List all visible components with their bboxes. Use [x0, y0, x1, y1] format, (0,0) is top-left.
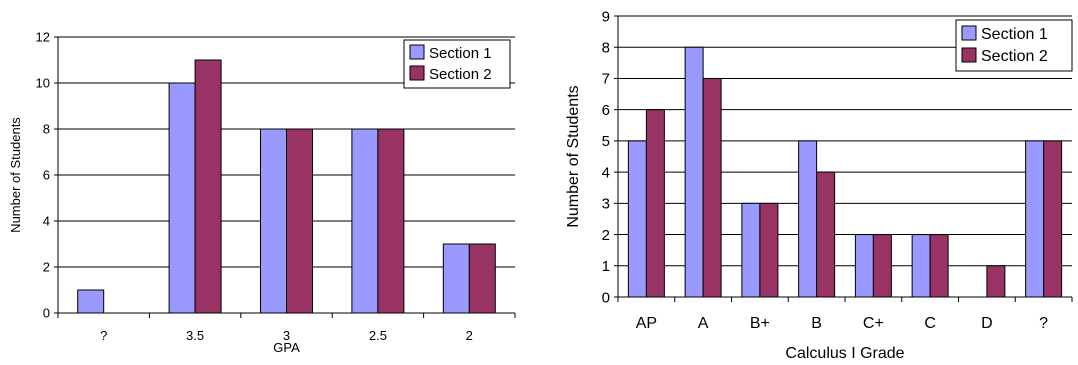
- x-axis-title: Calculus I Grade: [785, 345, 904, 362]
- y-tick-label: 12: [36, 30, 50, 45]
- y-tick-label: 4: [43, 214, 50, 229]
- legend-swatch: [961, 25, 977, 41]
- bar-section-1: [77, 289, 105, 314]
- legend-swatch: [409, 65, 425, 81]
- legend-label: Section 1: [981, 26, 1048, 43]
- x-tick-label: B+: [750, 315, 770, 332]
- y-tick-label: 8: [602, 39, 610, 56]
- bar-section-2: [1043, 140, 1063, 298]
- y-tick-label: 2: [43, 260, 50, 275]
- x-tick-label: C: [924, 315, 936, 332]
- bar-section-1: [168, 82, 196, 314]
- y-tick-label: 6: [602, 102, 610, 119]
- bar-section-2: [645, 109, 665, 298]
- x-tick-label: C+: [863, 315, 884, 332]
- gpa-chart: 0 2 4 6 8 10 12? 3.5 3 2.5 2 GPA Number of Students S…: [0, 0, 520, 365]
- bar-section-1: [911, 234, 931, 298]
- bar-section-2: [816, 171, 836, 298]
- x-tick-label: 2.5: [369, 328, 387, 343]
- x-tick-label: 3: [283, 328, 290, 343]
- y-tick-label: 1: [602, 258, 610, 275]
- y-tick-label: 0: [602, 289, 610, 306]
- bar-section-2: [986, 265, 1006, 298]
- bar-section-2: [377, 128, 405, 314]
- bar-section-1: [351, 128, 379, 314]
- bar-section-1: [1025, 140, 1045, 298]
- y-axis-title: Number of Students: [8, 117, 23, 233]
- y-tick-label: 3: [602, 196, 610, 213]
- bar-section-1: [798, 140, 818, 298]
- bar-section-1: [684, 46, 704, 298]
- bar-section-1: [627, 140, 647, 298]
- calculus-grade-chart-svg: 0 1 2 3 4 5 6 7 8 9 AP A B+ B C+ C D ? Calculus I Grade Num…: [565, 8, 1073, 362]
- bar-section-1: [442, 243, 470, 314]
- bar-section-2: [759, 202, 779, 298]
- x-axis-title: GPA: [273, 340, 300, 355]
- x-tick-label: A: [698, 315, 709, 332]
- bar-section-2: [286, 128, 313, 314]
- y-tick-label: 6: [43, 168, 50, 183]
- calculus-grade-chart: 0 1 2 3 4 5 6 7 8 9 AP A B+ B C+ C D? Calculus I Grade Num…: [540, 0, 1078, 365]
- x-tick-label: 2: [466, 328, 473, 343]
- bar-section-2: [872, 234, 892, 298]
- x-tick-label: ?: [100, 328, 107, 343]
- legend-label: Section 1: [429, 45, 492, 62]
- bar-section-2: [194, 59, 222, 314]
- y-axis-title: Number of Students: [565, 85, 582, 227]
- y-tick-label: 5: [602, 133, 610, 150]
- bar-section-2: [468, 243, 496, 314]
- y-tick-label: 2: [602, 227, 610, 244]
- y-tick-label: 9: [602, 8, 610, 25]
- bar-section-2: [929, 234, 949, 298]
- y-tick-label: 4: [602, 164, 610, 181]
- legend-swatch: [961, 47, 977, 63]
- x-tick-label: ?: [1039, 315, 1048, 332]
- x-tick-label: D: [981, 315, 993, 332]
- bar-section-1: [260, 128, 287, 314]
- x-tick-label: B: [811, 315, 822, 332]
- y-tick-label: 8: [43, 122, 50, 137]
- y-tick-label: 0: [43, 306, 50, 321]
- y-tick-label: 10: [36, 76, 50, 91]
- bar-section-1: [854, 234, 874, 298]
- bar-section-1: [741, 202, 761, 298]
- x-tick-label: AP: [636, 315, 657, 332]
- x-tick-label: 3.5: [186, 328, 204, 343]
- y-tick-label: 7: [602, 71, 610, 88]
- legend-label: Section 2: [981, 48, 1048, 65]
- legend-swatch: [409, 44, 425, 60]
- gpa-chart-svg: 0 2 4 6 8 10 12? 3.5 3 2.5 2 GPA Number of Students S…: [8, 30, 516, 355]
- legend-label: Section 2: [429, 66, 492, 83]
- bar-section-2: [702, 77, 722, 298]
